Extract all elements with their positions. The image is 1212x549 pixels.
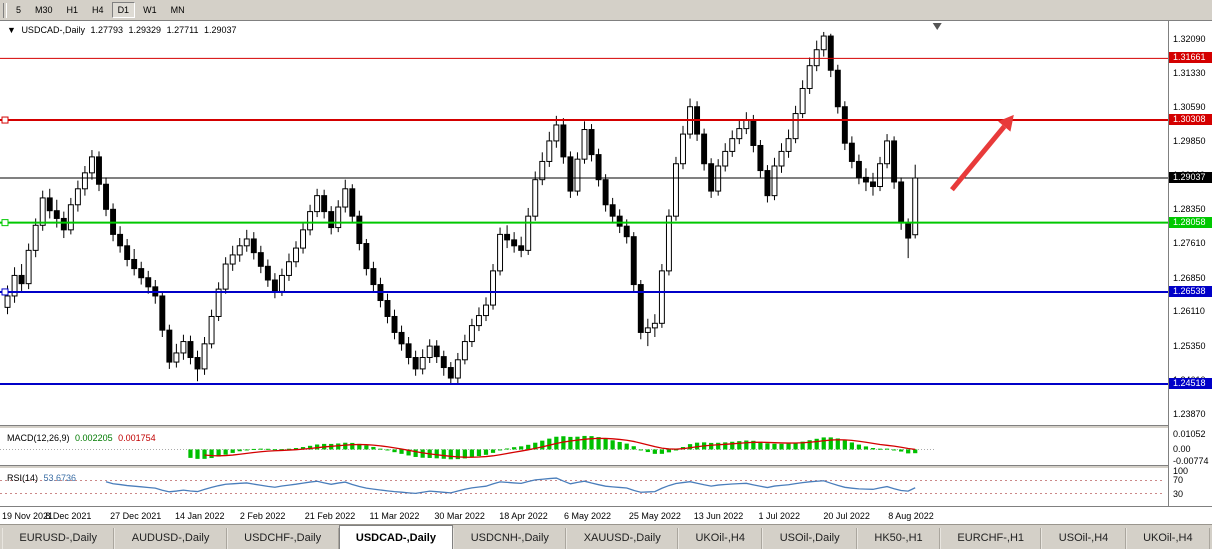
ohlc-high: 1.29329 (128, 25, 162, 35)
price-pane[interactable]: ▼ USDCAD-,Daily 1.27793 1.29329 1.27711 … (0, 21, 1168, 425)
macd-axis-label: -0.00774 (1173, 456, 1209, 467)
date-label: 2 Feb 2022 (239, 511, 286, 521)
macd-axis-label: 0.01052 (1173, 428, 1206, 439)
chart-tabs-bar: EURUSD-,Daily AUDUSD-,Daily USDCHF-,Daily U… (0, 524, 1212, 549)
symbol-dropdown-icon[interactable]: ▼ (7, 25, 16, 35)
price-axis-label: 1.23870 (1173, 408, 1206, 419)
date-label: 1 Jul 2022 (758, 511, 801, 521)
price-axis-label: 1.26110 (1173, 306, 1205, 317)
chart-tab-usoil-h4[interactable]: USOil-,H4 (1041, 528, 1126, 549)
chart-tab-usoil-daily[interactable]: USOil-,Daily (762, 528, 857, 549)
chart-tab-usdcnh-daily[interactable]: USDCNH-,Daily (453, 528, 567, 549)
rsi-axis-label: 100 (1173, 465, 1189, 476)
macd-signal-value: 0.001754 (118, 433, 156, 443)
timeframe-button-M30[interactable]: M30 (35, 5, 53, 15)
rsi-chart[interactable] (0, 469, 1168, 505)
date-label: 6 May 2022 (564, 511, 612, 521)
date-label: 30 Mar 2022 (434, 511, 485, 521)
price-axis[interactable]: 1.320901.313301.305901.298501.291101.283… (1168, 21, 1212, 506)
timeframe-button-D1[interactable]: D1 (111, 2, 136, 18)
price-line-label: 1.26538 (1169, 285, 1212, 297)
price-axis-label: 1.31330 (1173, 68, 1206, 79)
rsi-pane[interactable]: RSI(14) 53.6736 (0, 469, 1168, 505)
date-label: 11 Mar 2022 (369, 511, 420, 521)
chart-tab-ukoil-h4[interactable]: UKOil-,H4 (678, 528, 763, 549)
ohlc-close: 1.29037 (203, 25, 237, 35)
pane-separator[interactable] (0, 465, 1168, 469)
date-label: 8 Aug 2022 (888, 511, 934, 521)
chart-tab-usdchf-daily[interactable]: USDCHF-,Daily (226, 528, 339, 549)
price-line-label: 1.24518 (1169, 378, 1212, 390)
timeframe-button-5[interactable]: 5 (16, 5, 22, 15)
date-label: 14 Jan 2022 (175, 511, 225, 521)
timeframe-button-W1[interactable]: W1 (143, 5, 157, 15)
macd-chart[interactable] (0, 429, 1168, 465)
price-axis-label: 1.26850 (1173, 272, 1206, 283)
timeframe-button-H4[interactable]: H4 (92, 5, 104, 15)
price-axis-label: 1.28350 (1173, 204, 1206, 215)
date-label: 20 Jul 2022 (823, 511, 870, 521)
chart-header: ▼ USDCAD-,Daily 1.27793 1.29329 1.27711 … (7, 25, 240, 35)
date-label: 18 Apr 2022 (499, 511, 548, 521)
chart-title: USDCAD-,Daily (21, 25, 85, 35)
timeframe-toolbar: 5 M30 H1 H4 D1 W1 MN (0, 0, 1212, 21)
rsi-label: RSI(14) 53.6736 (7, 473, 79, 483)
rsi-axis-label: 70 (1173, 475, 1184, 486)
ohlc-open: 1.27793 (90, 25, 124, 35)
price-axis-label: 1.27610 (1173, 238, 1206, 249)
price-line-label: 1.30308 (1169, 114, 1212, 126)
price-axis-label: 1.29850 (1173, 135, 1206, 146)
date-label: 27 Dec 2021 (110, 511, 162, 521)
date-label: 25 May 2022 (628, 511, 681, 521)
chart-tab-hk50-h1[interactable]: HK50-,H1 (857, 528, 941, 549)
ohlc-low: 1.27711 (166, 25, 199, 35)
chart-plot[interactable]: ▼ USDCAD-,Daily 1.27793 1.29329 1.27711 … (0, 21, 1168, 506)
price-axis-label: 1.25350 (1173, 341, 1206, 352)
date-label: 13 Jun 2022 (693, 511, 744, 521)
macd-pane[interactable]: MACD(12,26,9) 0.002205 0.001754 (0, 429, 1168, 465)
timeframe-button-H1[interactable]: H1 (66, 5, 79, 15)
time-axis[interactable]: 19 Nov 2021 8 Dec 2021 27 Dec 2021 14 Jan 2… (0, 506, 1212, 524)
timeframe-button-MN[interactable]: MN (170, 5, 185, 15)
macd-main-value: 0.002205 (75, 433, 113, 443)
rsi-name: RSI(14) (7, 473, 39, 483)
toolbar-grip[interactable] (3, 2, 7, 18)
price-line-label: 1.31661 (1169, 52, 1212, 64)
date-label: 21 Feb 2022 (304, 511, 356, 521)
date-label: 8 Dec 2021 (45, 511, 92, 521)
chart-tab-eurchf-h1[interactable]: EURCHF-,H1 (940, 528, 1042, 549)
price-axis-label: 1.30590 (1173, 102, 1206, 113)
chart-area: ▼ USDCAD-,Daily 1.27793 1.29329 1.27711 … (0, 21, 1212, 506)
candlestick-chart[interactable] (0, 21, 1168, 425)
price-axis-label: 1.32090 (1173, 33, 1206, 44)
chart-tab-usdcad-daily[interactable]: USDCAD-,Daily (338, 525, 454, 549)
rsi-value: 53.6736 (43, 473, 77, 483)
price-line-label: 1.28058 (1169, 216, 1212, 228)
chart-tab-audusd-daily[interactable]: AUDUSD-,Daily (114, 528, 227, 549)
macd-axis-label: 0.00 (1173, 444, 1191, 455)
pane-separator[interactable] (0, 425, 1168, 429)
macd-name: MACD(12,26,9) (7, 433, 70, 443)
timeframe-buttons: 5 M30 H1 H4 D1 W1 MN (9, 2, 192, 18)
date-label: 19 Nov 2021 (2, 511, 54, 521)
chart-tab-xauusd-daily[interactable]: XAUUSD-,Daily (566, 528, 679, 549)
chart-tab-ukoil-h4[interactable]: UKOil-,H4 (1125, 528, 1210, 549)
price-line-label: 1.29037 (1169, 171, 1212, 183)
chart-tab-eurusd-daily[interactable]: EURUSD-,Daily (2, 528, 115, 549)
rsi-axis-label: 30 (1173, 488, 1184, 499)
macd-label: MACD(12,26,9) 0.002205 0.001754 (7, 433, 159, 443)
